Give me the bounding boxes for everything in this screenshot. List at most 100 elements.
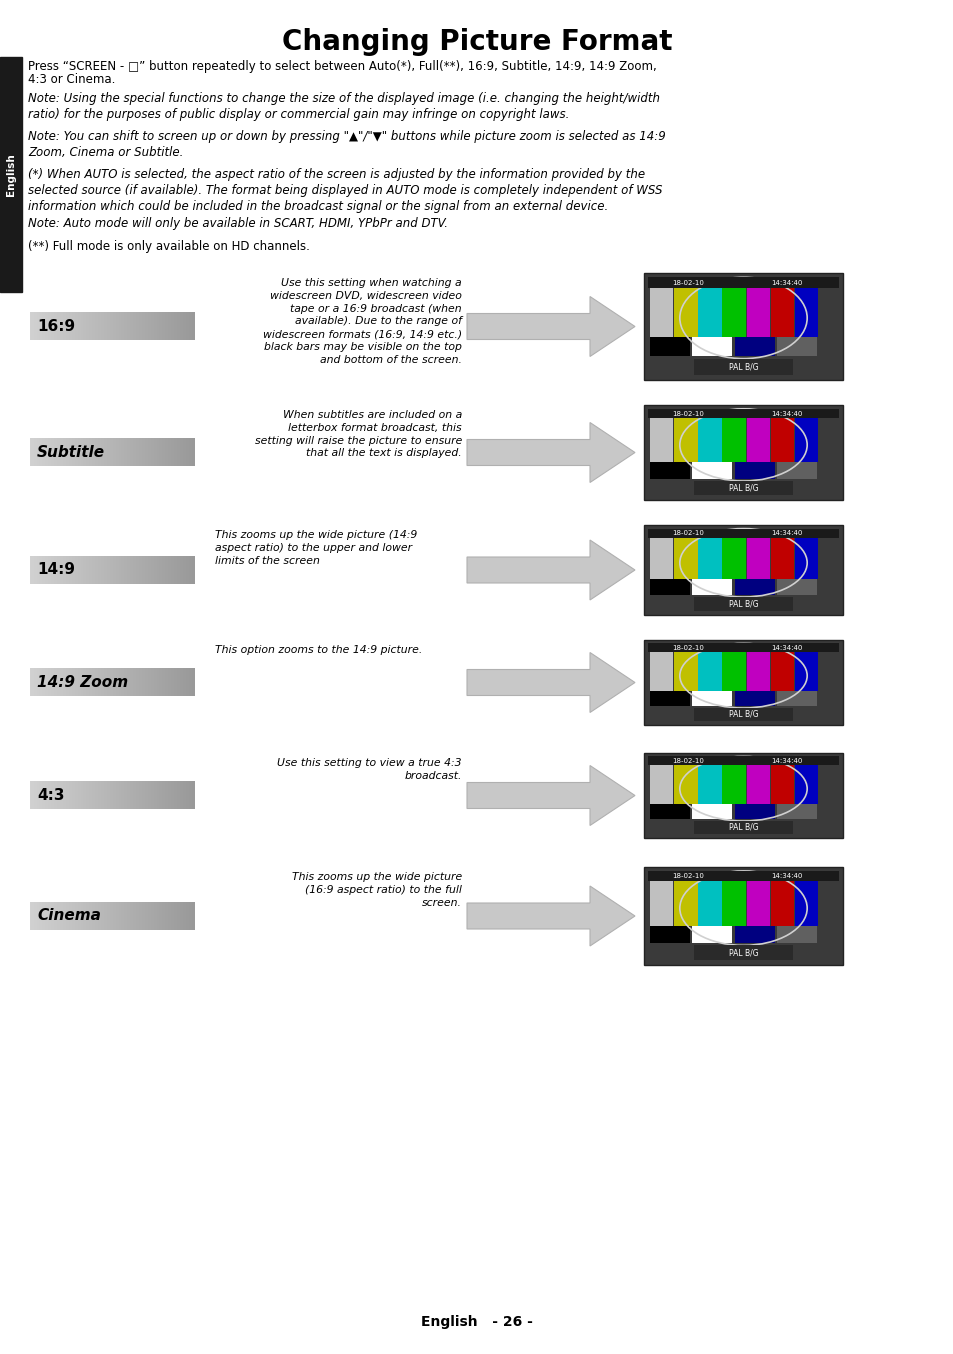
Bar	[770, 410, 794, 462]
Bar	[674, 872, 697, 926]
Text: Changing Picture Format: Changing Picture Format	[281, 28, 672, 56]
Text: PAL B/G: PAL B/G	[728, 948, 758, 957]
Bar	[734, 462, 774, 479]
Bar	[674, 529, 697, 580]
Bar	[776, 337, 816, 356]
Bar	[721, 279, 745, 337]
Bar	[721, 645, 745, 691]
Text: When subtitles are included on a
letterbox format broadcast, this
setting will r: When subtitles are included on a letterb…	[254, 410, 461, 459]
Bar	[693, 481, 792, 496]
Bar	[794, 279, 818, 337]
Bar	[692, 580, 732, 596]
Bar	[746, 529, 769, 580]
Bar	[794, 645, 818, 691]
Bar	[794, 757, 818, 804]
Bar	[734, 926, 774, 944]
Bar	[649, 926, 689, 944]
Text: 14:34:40: 14:34:40	[771, 410, 802, 417]
Text: 14:9 Zoom: 14:9 Zoom	[37, 676, 128, 691]
Bar	[734, 580, 774, 596]
Text: 18-02-10: 18-02-10	[671, 531, 703, 536]
Bar	[649, 337, 689, 356]
Text: Use this setting to view a true 4:3
broadcast.: Use this setting to view a true 4:3 broa…	[277, 758, 461, 781]
Bar	[693, 945, 792, 960]
Bar	[647, 528, 838, 538]
Bar	[649, 804, 689, 819]
Bar	[721, 529, 745, 580]
Polygon shape	[467, 886, 635, 946]
Bar	[692, 691, 732, 707]
Bar	[647, 278, 838, 288]
Text: 18-02-10: 18-02-10	[671, 410, 703, 417]
Bar	[721, 410, 745, 462]
Text: (**) Full mode is only available on HD channels.: (**) Full mode is only available on HD c…	[28, 240, 310, 253]
Bar	[693, 708, 792, 720]
Text: Press “SCREEN - □” button repeatedly to select between Auto(*), Full(**), 16:9, : Press “SCREEN - □” button repeatedly to …	[28, 60, 656, 73]
Text: 14:34:40: 14:34:40	[771, 873, 802, 879]
Text: 18-02-10: 18-02-10	[671, 873, 703, 879]
Text: 18-02-10: 18-02-10	[671, 758, 703, 764]
Bar	[674, 645, 697, 691]
Bar	[776, 804, 816, 819]
Bar	[770, 872, 794, 926]
Bar	[643, 525, 842, 615]
Bar	[776, 580, 816, 596]
Bar	[692, 804, 732, 819]
Bar	[794, 872, 818, 926]
Bar	[643, 640, 842, 724]
Polygon shape	[467, 422, 635, 482]
Text: This option zooms to the 14:9 picture.: This option zooms to the 14:9 picture.	[214, 645, 422, 655]
Bar	[794, 529, 818, 580]
Text: PAL B/G: PAL B/G	[728, 709, 758, 719]
Bar	[746, 645, 769, 691]
Text: 18-02-10: 18-02-10	[671, 645, 703, 651]
Bar	[770, 757, 794, 804]
Text: This zooms up the wide picture
(16:9 aspect ratio) to the full
screen.: This zooms up the wide picture (16:9 asp…	[292, 872, 461, 907]
Bar	[746, 757, 769, 804]
Text: 18-02-10: 18-02-10	[671, 280, 703, 286]
Text: Subtitle: Subtitle	[37, 445, 105, 460]
Bar	[647, 871, 838, 880]
Bar	[692, 926, 732, 944]
Text: Note: You can shift to screen up or down by pressing "▲"/"▼" buttons while pictu: Note: You can shift to screen up or down…	[28, 130, 665, 160]
Bar	[698, 279, 721, 337]
Bar	[643, 274, 842, 380]
Bar	[674, 757, 697, 804]
Text: 16:9: 16:9	[37, 320, 75, 334]
Text: 14:34:40: 14:34:40	[771, 758, 802, 764]
Bar	[746, 279, 769, 337]
Text: 4:3: 4:3	[37, 788, 65, 803]
Bar	[776, 691, 816, 707]
Bar	[698, 410, 721, 462]
Text: This zooms up the wide picture (14:9
aspect ratio) to the upper and lower
limits: This zooms up the wide picture (14:9 asp…	[214, 529, 416, 566]
Text: 14:34:40: 14:34:40	[771, 531, 802, 536]
Bar	[776, 462, 816, 479]
Bar	[643, 867, 842, 965]
Bar	[649, 529, 673, 580]
Bar	[770, 645, 794, 691]
Text: Cinema: Cinema	[37, 909, 101, 923]
Bar	[698, 645, 721, 691]
Bar	[649, 757, 673, 804]
Bar	[734, 337, 774, 356]
Polygon shape	[467, 297, 635, 356]
Bar	[770, 529, 794, 580]
Text: PAL B/G: PAL B/G	[728, 483, 758, 493]
Bar	[649, 580, 689, 596]
Bar	[721, 872, 745, 926]
Bar	[693, 597, 792, 611]
Bar	[647, 643, 838, 651]
Polygon shape	[467, 540, 635, 600]
Bar	[698, 872, 721, 926]
Text: (*) When AUTO is selected, the aspect ratio of the screen is adjusted by the inf: (*) When AUTO is selected, the aspect ra…	[28, 168, 661, 230]
Bar	[643, 753, 842, 838]
Bar	[674, 410, 697, 462]
Bar	[746, 410, 769, 462]
Text: 14:34:40: 14:34:40	[771, 280, 802, 286]
Text: Note: Using the special functions to change the size of the displayed image (i.e: Note: Using the special functions to cha…	[28, 92, 659, 122]
Bar	[698, 529, 721, 580]
Polygon shape	[467, 765, 635, 826]
Bar	[649, 410, 673, 462]
Bar	[693, 821, 792, 834]
Text: Use this setting when watching a
widescreen DVD, widescreen video
tape or a 16:9: Use this setting when watching a widescr…	[263, 278, 461, 364]
